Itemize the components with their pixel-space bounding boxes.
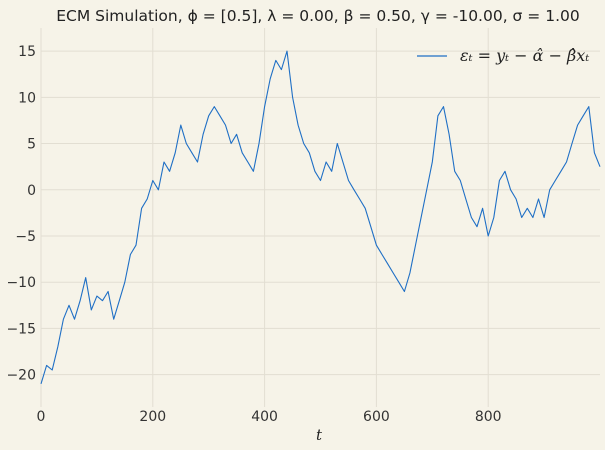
grid bbox=[40, 28, 600, 407]
y-tick-label: 15 bbox=[18, 44, 36, 60]
x-tick-label: 0 bbox=[37, 409, 46, 425]
x-tick-label: 800 bbox=[475, 409, 502, 425]
x-axis-label: t bbox=[316, 426, 323, 444]
x-tick-label: 200 bbox=[139, 409, 166, 425]
y-tick-label: −15 bbox=[6, 321, 36, 337]
y-tick-label: −20 bbox=[6, 368, 36, 384]
y-tick-label: −5 bbox=[15, 229, 36, 245]
chart-title: ECM Simulation, ϕ = [0.5], λ = 0.00, β =… bbox=[56, 7, 580, 25]
y-tick-label: 0 bbox=[27, 183, 36, 199]
y-tick-label: 10 bbox=[18, 90, 36, 106]
x-tick-label: 600 bbox=[363, 409, 390, 425]
tick-labels: 0 200 400 600 800 −20 −15 −10 −5 0 5 10 15 bbox=[6, 44, 501, 425]
series-layer bbox=[40, 50, 601, 385]
y-tick-label: 5 bbox=[27, 137, 36, 153]
legend: εₜ = yₜ − α̂ − β̂xₜ bbox=[417, 46, 589, 65]
series-line-0 bbox=[40, 50, 601, 385]
legend-entry-label: εₜ = yₜ − α̂ − β̂xₜ bbox=[460, 46, 589, 65]
x-tick-label: 400 bbox=[251, 409, 278, 425]
y-tick-label: −10 bbox=[6, 275, 36, 291]
